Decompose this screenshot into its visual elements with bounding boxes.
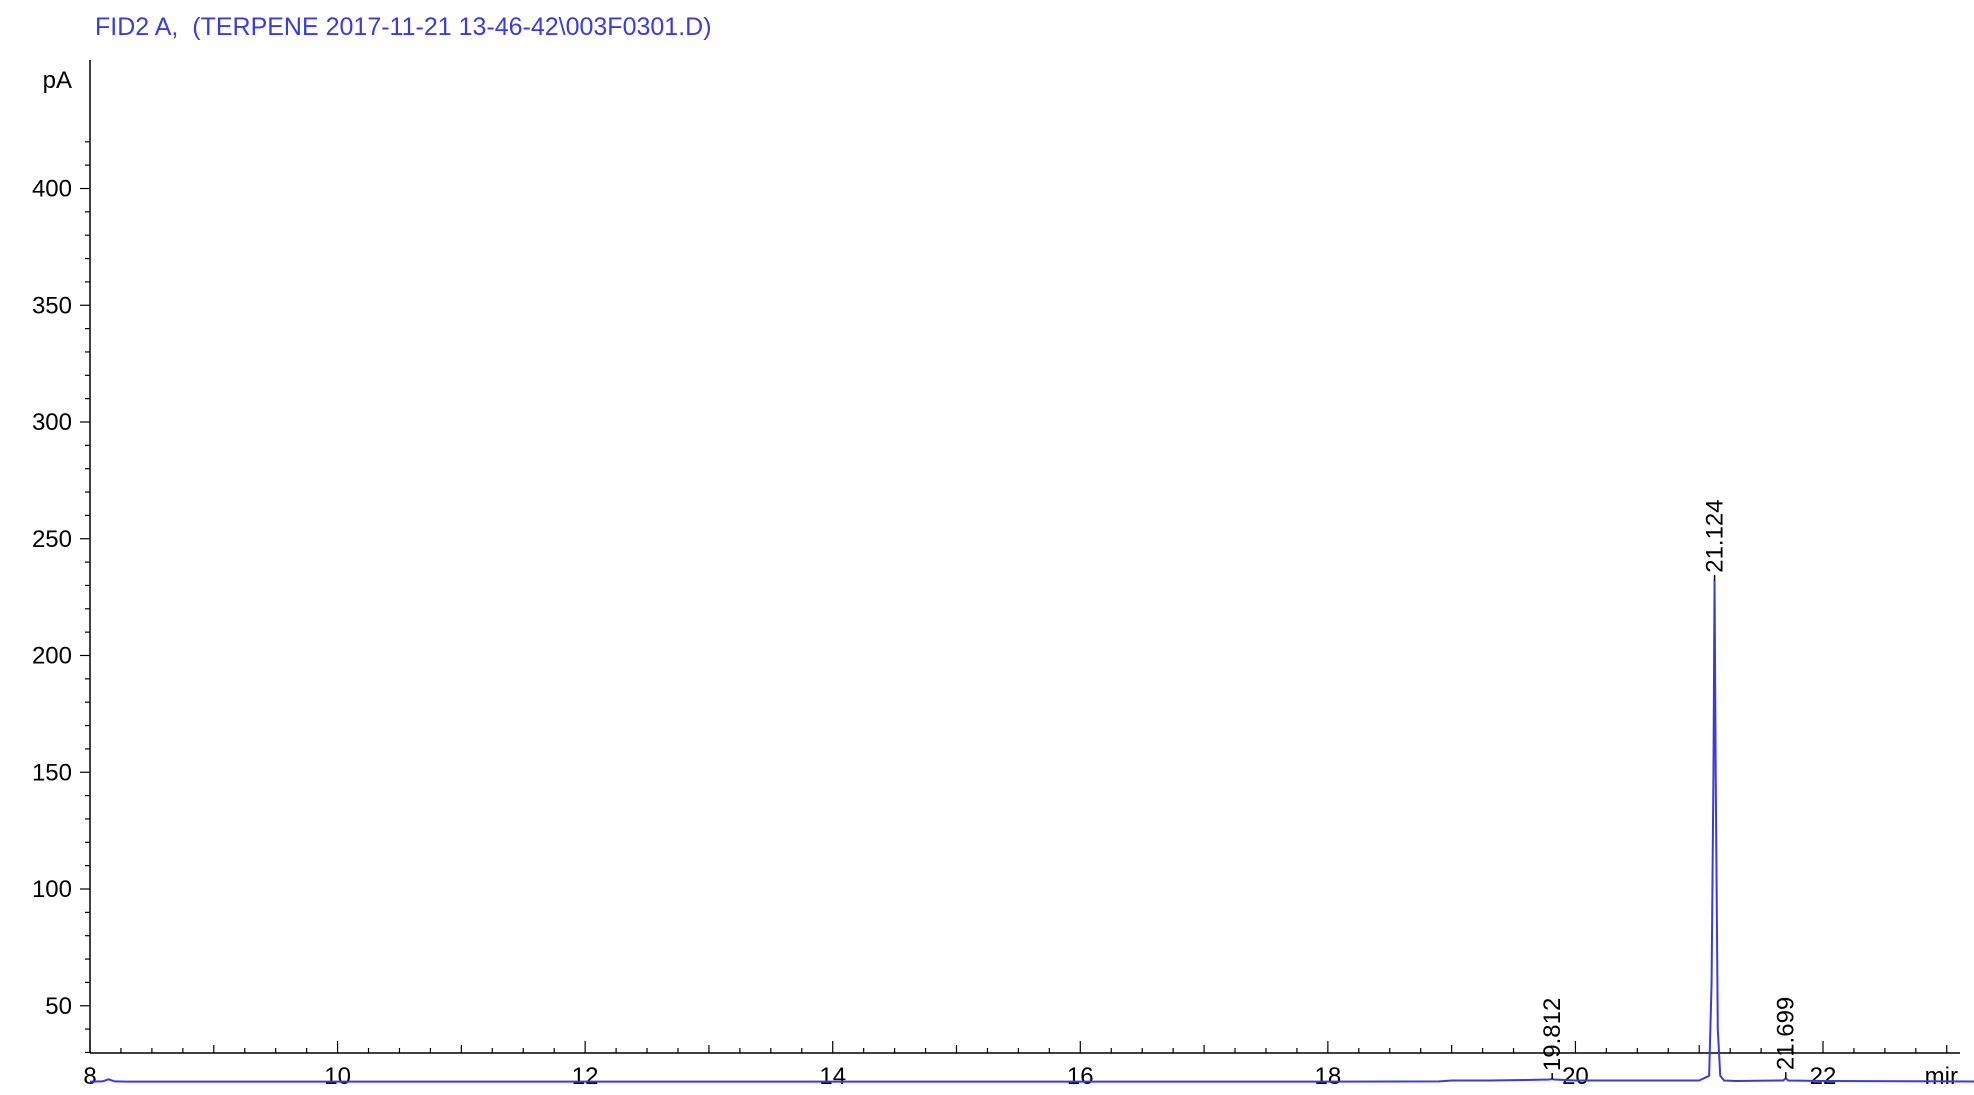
x-tick-label: 22 bbox=[1810, 1063, 1837, 1090]
x-tick-label: 16 bbox=[1067, 1063, 1094, 1090]
x-tick-label: 20 bbox=[1562, 1063, 1589, 1090]
peak-label: 19.812 bbox=[1539, 998, 1566, 1071]
axes: 50 100 150 200 250 300 350 400 pA 8 10 12 14 16 18 20 22… bbox=[32, 60, 1960, 1090]
y-tick-label: 50 bbox=[45, 993, 72, 1020]
y-tick-label: 250 bbox=[32, 526, 72, 553]
y-tick-label: 300 bbox=[32, 409, 72, 436]
y-tick-label: 400 bbox=[32, 176, 72, 203]
peak-label: 21.124 bbox=[1702, 499, 1729, 572]
x-tick-label: 14 bbox=[819, 1063, 846, 1090]
y-axis-label: pA bbox=[43, 67, 72, 94]
y-tick-label: 100 bbox=[32, 876, 72, 903]
x-axis-label: mir bbox=[1925, 1063, 1958, 1090]
x-tick-label: 8 bbox=[83, 1063, 96, 1090]
signal-trace bbox=[89, 579, 1974, 1083]
chart-title: FID2 A, (TERPENE 2017-11-21 13-46-42\003… bbox=[95, 13, 712, 41]
series-layer bbox=[89, 579, 1974, 1083]
y-tick-label: 200 bbox=[32, 643, 72, 670]
x-tick-label: 18 bbox=[1315, 1063, 1342, 1090]
x-tick-label: 12 bbox=[572, 1063, 599, 1090]
x-tick-label: 10 bbox=[324, 1063, 351, 1090]
y-tick-label: 150 bbox=[32, 759, 72, 786]
labels-layer: 19.812 21.124 21.699 bbox=[1539, 499, 1800, 1080]
peak-label: 21.699 bbox=[1773, 997, 1800, 1070]
y-tick-label: 350 bbox=[32, 292, 72, 319]
